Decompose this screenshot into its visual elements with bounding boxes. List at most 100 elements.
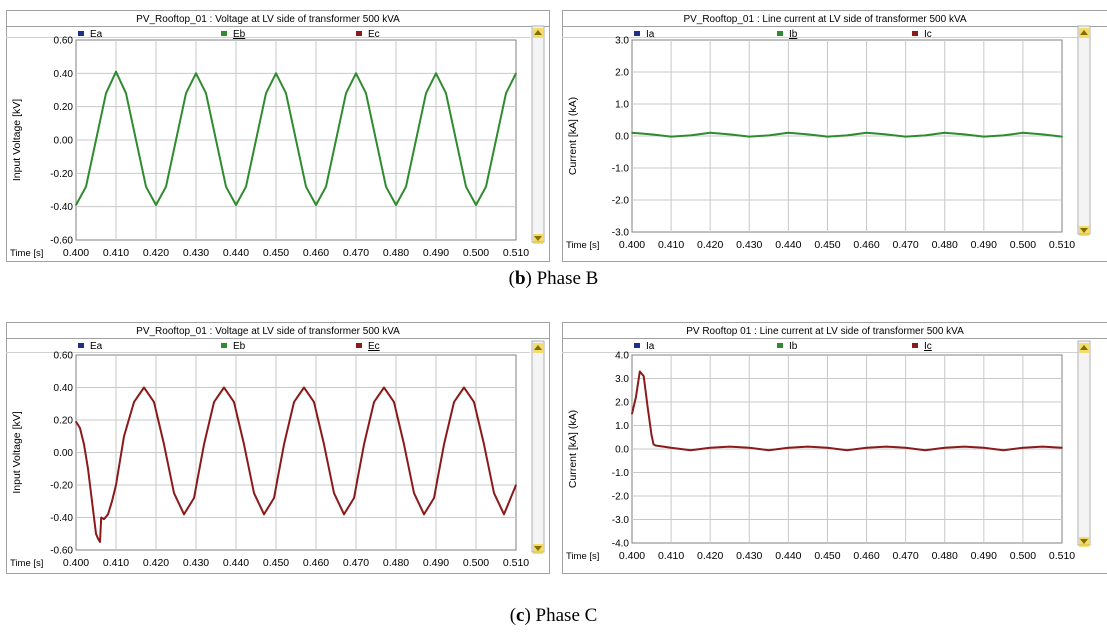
x-tick-label: 0.510 xyxy=(1049,239,1075,251)
data-point xyxy=(193,497,195,499)
data-point xyxy=(768,449,770,451)
data-point xyxy=(709,132,711,134)
y-tick-label: 3.0 xyxy=(615,374,629,385)
scrollbar-track xyxy=(531,25,545,243)
y-tick-label: 1.0 xyxy=(615,421,629,432)
scroll-down-highlight xyxy=(1079,226,1089,236)
data-point xyxy=(473,401,475,403)
data-point xyxy=(205,92,207,95)
x-tick-label: 0.480 xyxy=(383,557,409,569)
data-point xyxy=(233,401,235,403)
y-tick-label: -0.20 xyxy=(50,169,73,180)
data-point xyxy=(924,134,926,137)
data-point xyxy=(787,447,790,449)
data-point xyxy=(650,434,653,436)
data-point xyxy=(95,532,97,535)
x-tick-label: 0.480 xyxy=(932,239,958,251)
legend-label-ec: Ec xyxy=(368,29,380,40)
data-point xyxy=(463,386,465,389)
data-point xyxy=(885,133,887,136)
legend-label-ib: Ib xyxy=(789,29,798,40)
data-point xyxy=(826,135,829,138)
data-point xyxy=(493,492,495,494)
legend-swatch-ic xyxy=(912,343,918,348)
chart-b-voltage: PV_Rooftop_01 : Voltage at LV side of tr… xyxy=(6,10,550,262)
y-tick-label: -4.0 xyxy=(612,539,630,550)
legend-label-ea: Ea xyxy=(90,29,103,40)
legend-swatch-ib xyxy=(777,31,783,36)
data-point xyxy=(1002,449,1005,451)
x-tick-label: 0.480 xyxy=(383,247,409,259)
data-point xyxy=(904,447,907,449)
y-tick-label: 1.0 xyxy=(615,100,629,111)
legend-swatch-ic xyxy=(912,31,918,36)
data-point xyxy=(123,435,125,438)
legend-swatch-ec xyxy=(356,343,362,348)
y-tick-label: -0.20 xyxy=(50,481,73,492)
x-tick-label: 0.500 xyxy=(463,247,489,259)
x-tick-label: 0.430 xyxy=(736,239,762,251)
chart-svg: PV Rooftop 01 : Line current at LV side … xyxy=(562,322,1107,574)
data-point xyxy=(285,92,287,95)
data-point xyxy=(453,401,455,403)
data-point xyxy=(195,72,197,75)
caption-text: ) Phase B xyxy=(525,268,599,289)
x-tick-label: 0.440 xyxy=(223,247,249,259)
data-point xyxy=(365,92,367,95)
legend-swatch-ia xyxy=(634,31,640,36)
x-tick-label: 0.420 xyxy=(697,239,723,251)
caption-phase-c: (c) Phase C xyxy=(509,605,598,626)
data-point xyxy=(203,443,205,446)
scrollbar-track xyxy=(1077,25,1091,235)
data-point xyxy=(670,447,672,449)
x-tick-label: 0.470 xyxy=(892,550,918,562)
data-point xyxy=(1022,447,1024,449)
y-tick-label: 2.0 xyxy=(615,398,629,409)
x-tick-label: 0.450 xyxy=(814,550,840,562)
legend-label-ia: Ia xyxy=(646,29,655,40)
legend-swatch-ea xyxy=(78,343,84,348)
data-point xyxy=(943,132,946,134)
x-tick-label: 0.510 xyxy=(1049,550,1075,562)
caption-letter: c xyxy=(516,605,525,626)
y-tick-label: 0.00 xyxy=(54,136,74,147)
y-tick-label: 0.0 xyxy=(615,445,629,456)
data-point xyxy=(133,401,135,403)
legend-swatch-ea xyxy=(78,31,84,36)
data-point xyxy=(313,401,315,403)
x-tick-label: 0.470 xyxy=(343,247,369,259)
x-tick-label: 0.440 xyxy=(775,239,801,251)
chart-title: PV Rooftop 01 : Line current at LV side … xyxy=(686,326,964,337)
x-tick-label: 0.470 xyxy=(343,557,369,569)
y-axis-label: Input Voltage [kV] xyxy=(11,99,23,181)
data-point xyxy=(185,92,187,95)
legend-label-ic: Ic xyxy=(924,29,932,40)
x-tick-label: 0.410 xyxy=(658,550,684,562)
data-point xyxy=(263,513,265,516)
data-point xyxy=(215,139,217,141)
scroll-up-highlight xyxy=(533,28,543,38)
data-point xyxy=(323,443,325,446)
data-point xyxy=(325,185,327,188)
caption-text: ) Phase C xyxy=(524,605,598,626)
scrollbar-track xyxy=(1077,340,1091,546)
scroll-up-highlight xyxy=(1079,28,1089,38)
x-tick-label: 0.450 xyxy=(263,557,289,569)
data-point xyxy=(403,443,405,446)
y-tick-label: -2.0 xyxy=(612,196,630,207)
y-axis-label: Current [kA] (kA) xyxy=(567,97,579,175)
data-point xyxy=(443,443,445,446)
data-point xyxy=(183,513,185,516)
chart-svg: PV_Rooftop_01 : Voltage at LV side of tr… xyxy=(6,322,550,574)
data-point xyxy=(105,92,107,95)
chart-b-current: PV_Rooftop_01 : Line current at LV side … xyxy=(562,10,1107,262)
data-point xyxy=(405,185,407,188)
data-point xyxy=(143,386,145,389)
data-point xyxy=(165,185,167,188)
data-point xyxy=(107,513,109,516)
legend-swatch-eb xyxy=(221,31,227,36)
data-point xyxy=(153,401,155,403)
x-tick-label: 0.450 xyxy=(263,247,289,259)
x-axis-label: Time [s] xyxy=(10,558,43,569)
data-point xyxy=(639,370,641,373)
